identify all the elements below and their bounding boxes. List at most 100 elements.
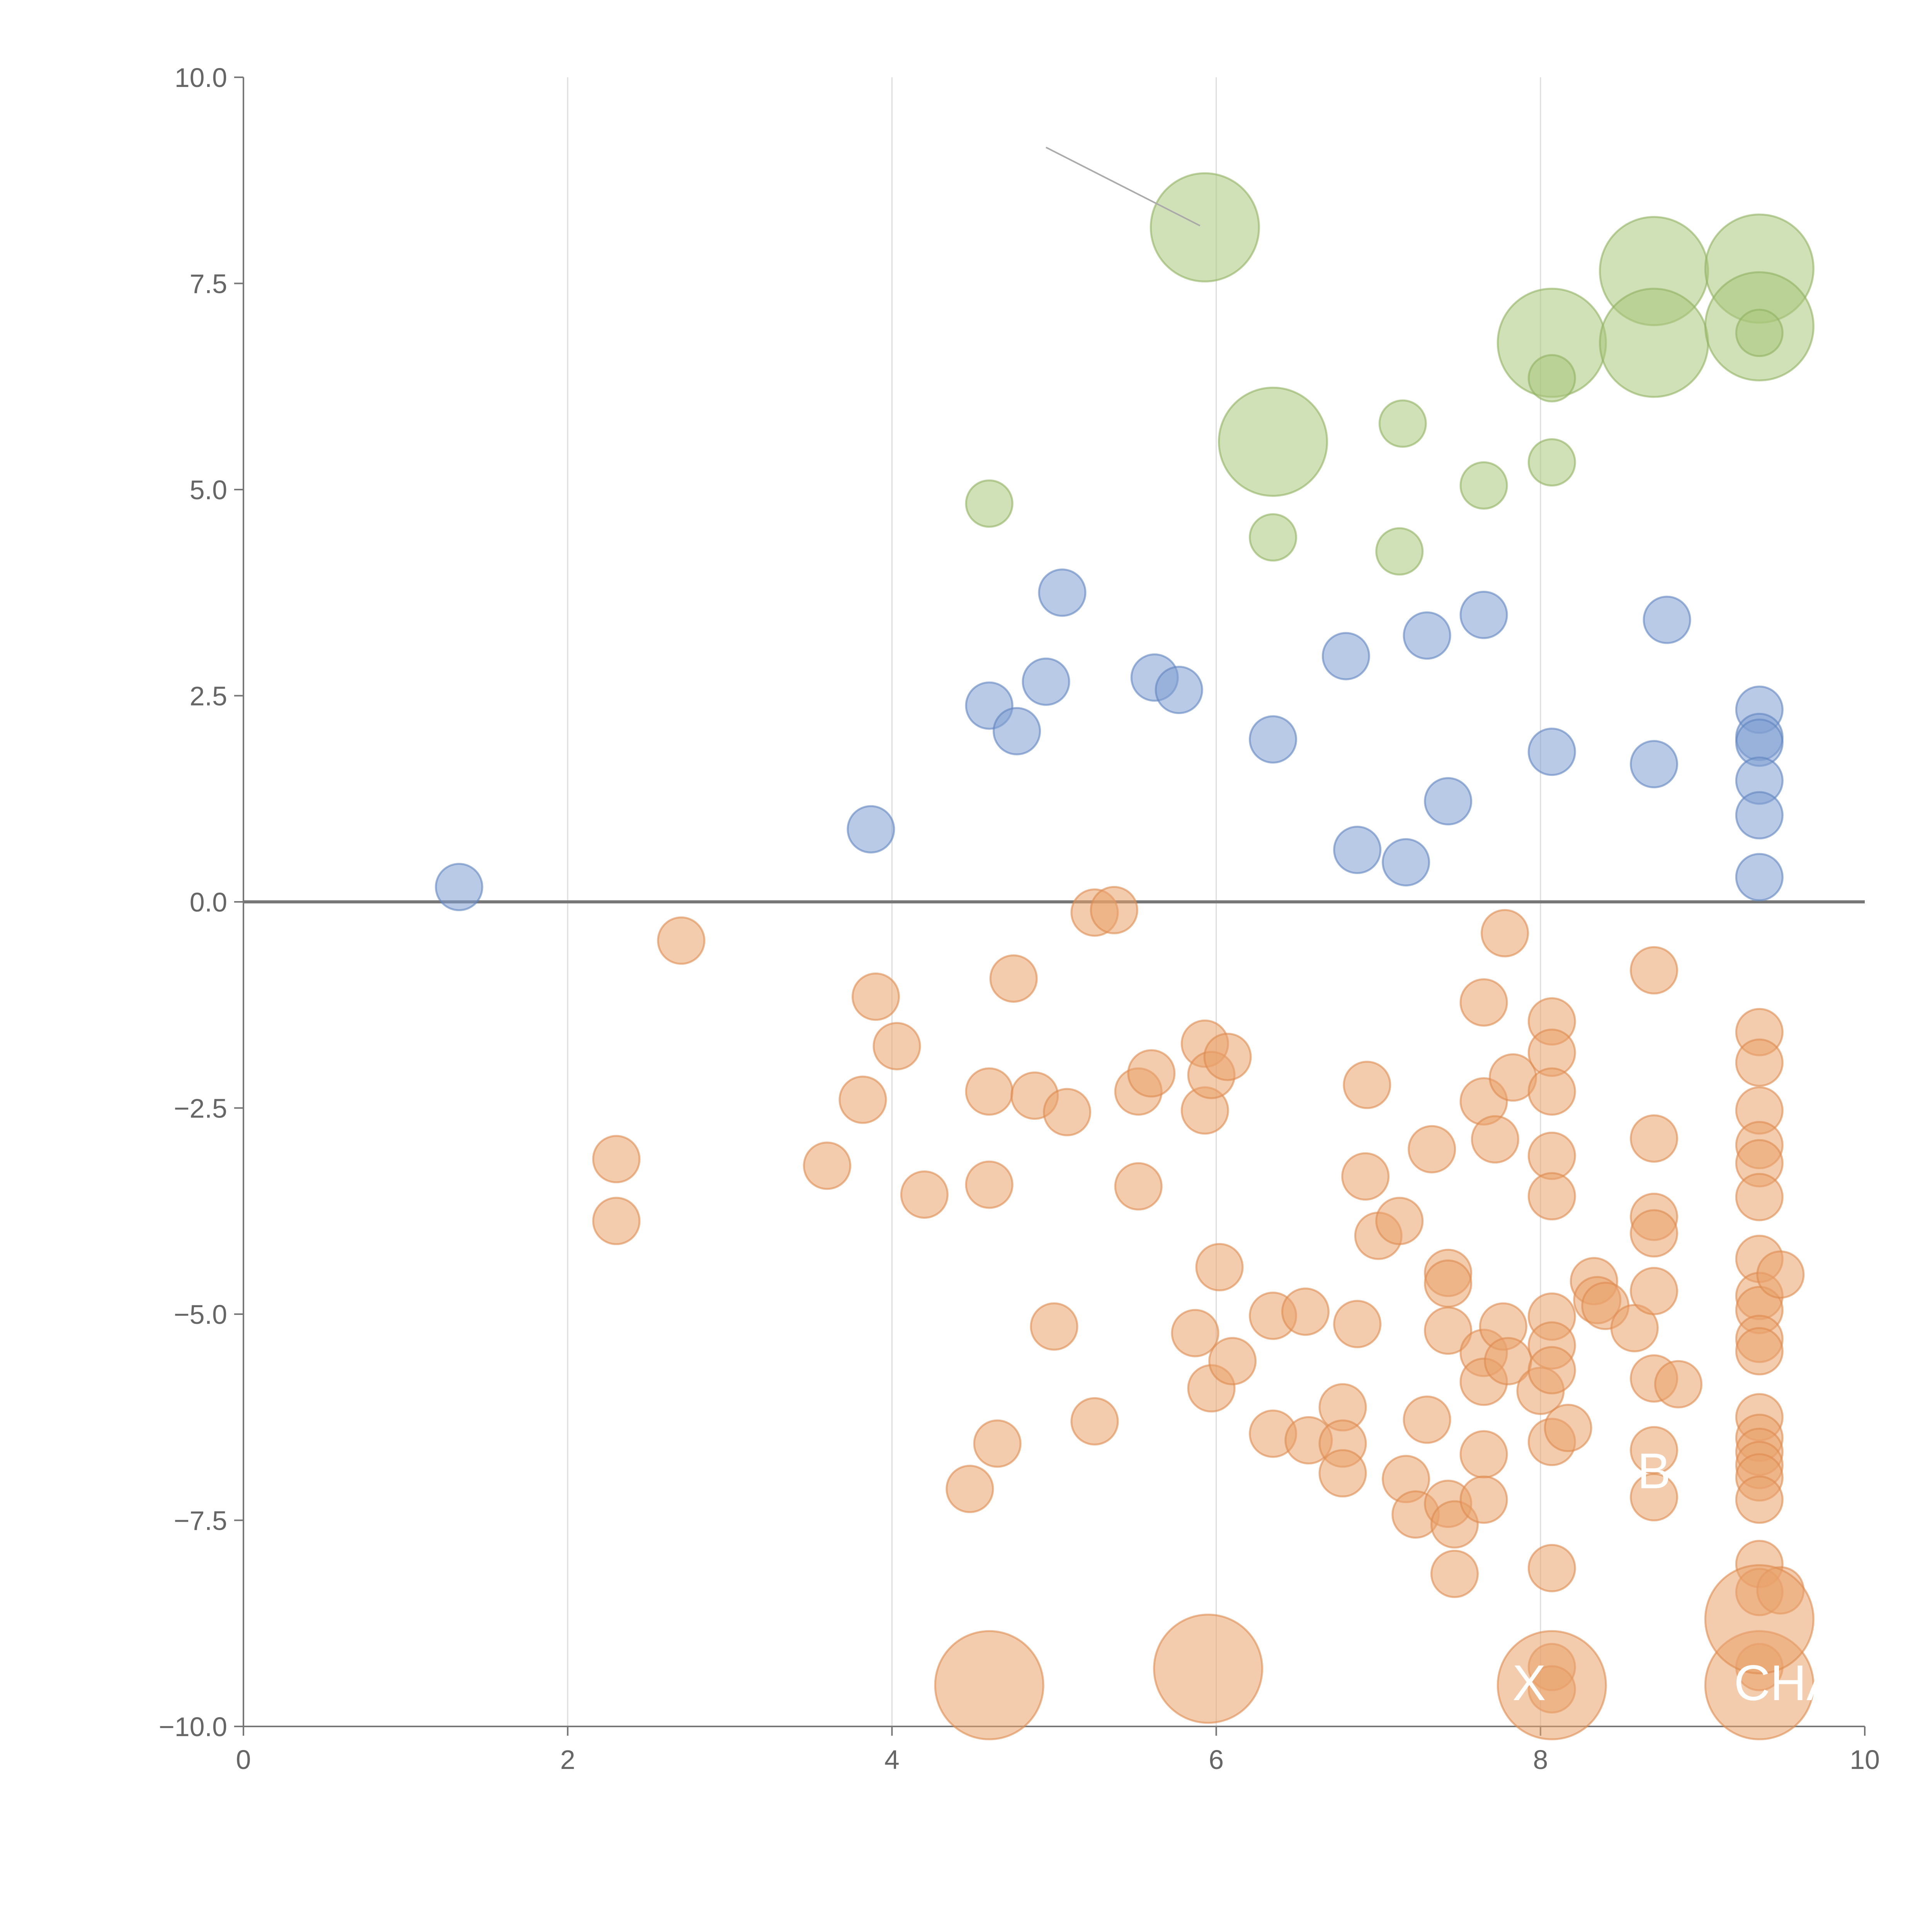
data-point-blue[interactable] bbox=[1382, 838, 1430, 887]
y-tick-label: −2.5 bbox=[174, 1094, 227, 1124]
data-point-orange[interactable] bbox=[1030, 1302, 1078, 1351]
data-point-orange[interactable] bbox=[1424, 1306, 1473, 1355]
data-point-orange[interactable] bbox=[1630, 1114, 1679, 1163]
data-point-blue[interactable] bbox=[1424, 777, 1473, 826]
data-point-orange[interactable] bbox=[1459, 978, 1508, 1027]
data-point-orange[interactable] bbox=[592, 1197, 641, 1245]
data-point-orange[interactable] bbox=[1318, 1449, 1367, 1498]
data-point-green[interactable] bbox=[1378, 399, 1427, 448]
data-point-orange[interactable] bbox=[1527, 1346, 1576, 1395]
data-point-orange[interactable] bbox=[1424, 1259, 1473, 1308]
data-point-orange[interactable] bbox=[1375, 1197, 1424, 1245]
data-point-green[interactable] bbox=[1150, 172, 1260, 282]
data-point-orange[interactable] bbox=[1630, 1473, 1679, 1522]
data-point-blue[interactable] bbox=[1403, 611, 1451, 660]
data-point-orange[interactable] bbox=[1735, 1038, 1784, 1087]
data-point-orange[interactable] bbox=[1527, 1172, 1576, 1221]
data-point-orange[interactable] bbox=[1341, 1152, 1390, 1201]
data-point-orange[interactable] bbox=[1403, 1395, 1451, 1444]
data-point-orange[interactable] bbox=[934, 1630, 1044, 1740]
data-point-orange[interactable] bbox=[1208, 1337, 1257, 1386]
data-point-green[interactable] bbox=[1459, 461, 1508, 510]
data-point-green[interactable] bbox=[965, 479, 1014, 528]
data-point-orange[interactable] bbox=[1527, 1544, 1576, 1592]
data-point-orange[interactable] bbox=[1704, 1564, 1815, 1675]
data-point-blue[interactable] bbox=[1735, 853, 1784, 901]
data-point-orange[interactable] bbox=[1281, 1287, 1330, 1336]
axis-layer: 0 2 4 6 8 10 10.0 7.5 5.0 2.5 0.0 −2.5 −5.0 −7.5 −10.0 bbox=[159, 63, 1880, 1775]
y-tick-label: −10.0 bbox=[159, 1712, 227, 1742]
data-point-blue[interactable] bbox=[1155, 666, 1203, 714]
y-tick-label: 7.5 bbox=[190, 269, 227, 299]
data-point-orange[interactable] bbox=[1527, 1131, 1576, 1180]
data-point-orange[interactable] bbox=[1153, 1614, 1264, 1724]
data-point-blue[interactable] bbox=[847, 805, 895, 854]
point-label: B bbox=[1637, 1442, 1671, 1499]
data-point-green[interactable] bbox=[1735, 309, 1784, 357]
data-point-orange[interactable] bbox=[592, 1135, 641, 1184]
data-point-orange[interactable] bbox=[1471, 1115, 1519, 1164]
data-point-orange[interactable] bbox=[989, 954, 1038, 1003]
data-point-orange[interactable] bbox=[1408, 1125, 1456, 1173]
y-tick-label: 0.0 bbox=[190, 887, 227, 917]
data-point-orange[interactable] bbox=[1459, 1475, 1508, 1524]
data-point-green[interactable] bbox=[1218, 386, 1328, 497]
data-point-orange[interactable] bbox=[1203, 1032, 1252, 1081]
data-point-orange[interactable] bbox=[965, 1067, 1014, 1116]
data-point-orange[interactable] bbox=[1171, 1309, 1219, 1357]
data-point-blue[interactable] bbox=[1735, 791, 1784, 840]
data-point-orange[interactable] bbox=[1544, 1403, 1592, 1452]
data-point-green[interactable] bbox=[1527, 438, 1576, 487]
data-point-green[interactable] bbox=[1527, 354, 1576, 403]
y-tick-label: 5.0 bbox=[190, 475, 227, 505]
data-point-orange[interactable] bbox=[1630, 1209, 1679, 1258]
data-point-blue[interactable] bbox=[435, 863, 483, 912]
data-point-orange[interactable] bbox=[1654, 1360, 1702, 1408]
x-tick-label: 0 bbox=[236, 1745, 251, 1775]
data-point-blue[interactable] bbox=[1321, 632, 1370, 680]
data-point-orange[interactable] bbox=[1735, 1475, 1784, 1524]
data-point-orange[interactable] bbox=[1043, 1088, 1092, 1136]
data-point-orange[interactable] bbox=[1343, 1061, 1391, 1109]
data-point-orange[interactable] bbox=[1127, 1049, 1176, 1098]
data-point-green[interactable] bbox=[1248, 513, 1297, 562]
data-point-blue[interactable] bbox=[1527, 728, 1576, 776]
data-point-blue[interactable] bbox=[1630, 740, 1679, 789]
data-point-orange[interactable] bbox=[1333, 1300, 1382, 1349]
data-point-orange[interactable] bbox=[1497, 1630, 1607, 1740]
data-point-blue[interactable] bbox=[992, 707, 1041, 755]
data-point-orange[interactable] bbox=[1480, 909, 1529, 957]
data-point-orange[interactable] bbox=[1430, 1549, 1479, 1598]
data-point-orange[interactable] bbox=[1630, 946, 1679, 995]
data-point-green[interactable] bbox=[1375, 527, 1424, 576]
data-point-orange[interactable] bbox=[1195, 1243, 1244, 1291]
data-point-blue[interactable] bbox=[1643, 595, 1691, 644]
data-point-orange[interactable] bbox=[851, 972, 900, 1021]
data-point-orange[interactable] bbox=[1756, 1250, 1805, 1299]
y-tick-label: −5.0 bbox=[174, 1299, 227, 1330]
data-point-orange[interactable] bbox=[1114, 1162, 1163, 1211]
data-point-orange[interactable] bbox=[900, 1170, 949, 1219]
data-point-orange[interactable] bbox=[803, 1141, 852, 1190]
data-point-green[interactable] bbox=[1599, 287, 1709, 398]
data-point-orange[interactable] bbox=[1459, 1430, 1508, 1479]
data-point-orange[interactable] bbox=[965, 1160, 1014, 1209]
data-point-blue[interactable] bbox=[1022, 657, 1070, 706]
data-point-orange[interactable] bbox=[1090, 886, 1138, 934]
data-point-orange[interactable] bbox=[872, 1022, 921, 1070]
data-point-orange[interactable] bbox=[1735, 1327, 1784, 1376]
data-point-orange[interactable] bbox=[946, 1464, 994, 1513]
data-point-orange[interactable] bbox=[1527, 1067, 1576, 1116]
data-point-orange[interactable] bbox=[657, 916, 706, 965]
data-point-orange[interactable] bbox=[1735, 1173, 1784, 1221]
data-point-blue[interactable] bbox=[1038, 568, 1087, 617]
point-label: CHA bbox=[1734, 1655, 1840, 1711]
data-point-orange[interactable] bbox=[838, 1075, 887, 1124]
data-point-orange[interactable] bbox=[973, 1419, 1022, 1468]
data-point-orange[interactable] bbox=[1630, 1267, 1679, 1315]
data-point-orange[interactable] bbox=[1070, 1397, 1119, 1446]
data-point-blue[interactable] bbox=[1248, 715, 1297, 764]
data-point-blue[interactable] bbox=[1459, 590, 1508, 639]
data-point-blue[interactable] bbox=[1333, 826, 1382, 874]
